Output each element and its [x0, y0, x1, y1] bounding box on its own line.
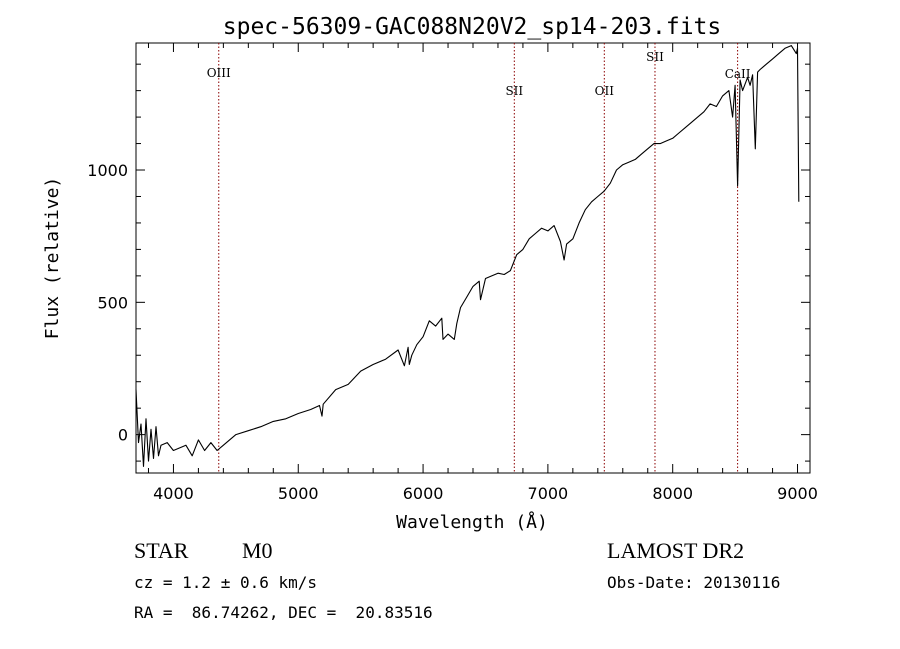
plot-frame [135, 42, 811, 474]
spectral-line-label: SII [646, 50, 664, 64]
spectral-line-label: SII [505, 84, 523, 98]
x-tick-label: 8000 [652, 484, 693, 503]
object-subclass: M0 [242, 538, 273, 563]
spectrum-series [135, 45, 800, 467]
x-tick-label: 9000 [777, 484, 818, 503]
y-axis-label: Flux (relative) [42, 177, 63, 340]
spectral-line-markers: OIII SII OII SII CaII [207, 43, 751, 473]
x-tick-label: 7000 [528, 484, 569, 503]
x-tick-label: 5000 [278, 484, 319, 503]
object-type: STAR [134, 538, 189, 563]
spectrum-line [135, 45, 800, 467]
spectral-line-label: OIII [207, 66, 231, 80]
redshift-cz: cz = 1.2 ± 0.6 km/s [134, 573, 318, 592]
ra-dec-coordinates: RA = 86.74262, DEC = 20.83516 [134, 603, 433, 622]
x-axis-label: Wavelength (Å) [396, 511, 548, 533]
y-tick-label: 1000 [87, 161, 128, 180]
spectral-line-label: OII [595, 84, 615, 98]
survey-name: LAMOST DR2 [607, 538, 745, 563]
spectral-line-label: CaII [725, 67, 751, 81]
x-tick-label: 6000 [403, 484, 444, 503]
y-tick-label: 0 [118, 426, 128, 445]
observation-date: Obs-Date: 20130116 [607, 573, 781, 592]
chart-title: spec-56309-GAC088N20V2_sp14-203.fits [223, 14, 722, 40]
axis-ticks: 4000 5000 6000 7000 8000 9000 0 500 1000 [87, 43, 818, 503]
y-tick-label: 500 [97, 293, 128, 312]
x-tick-label: 4000 [153, 484, 194, 503]
